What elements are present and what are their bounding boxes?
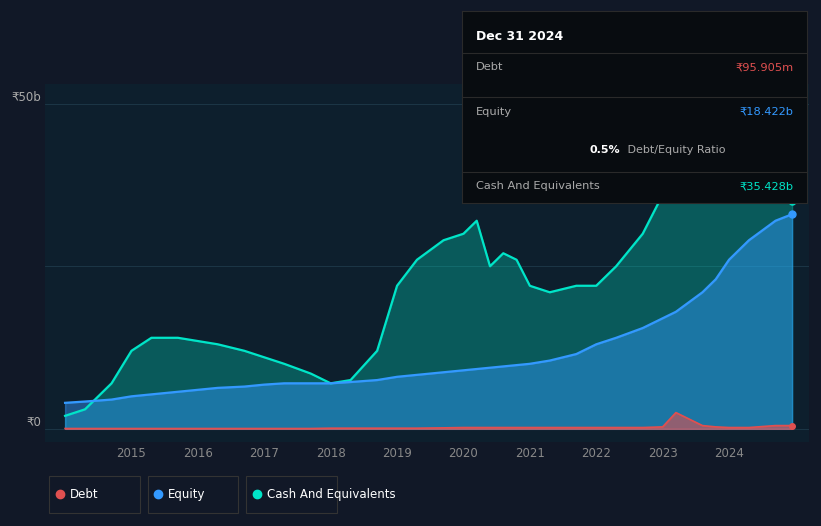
FancyBboxPatch shape [148,476,238,513]
Text: Debt/Equity Ratio: Debt/Equity Ratio [624,145,726,155]
FancyBboxPatch shape [246,476,337,513]
Text: Dec 31 2024: Dec 31 2024 [476,29,563,43]
Text: ₹0: ₹0 [26,416,41,429]
Text: Debt: Debt [70,488,99,501]
Text: Cash And Equivalents: Cash And Equivalents [267,488,396,501]
Text: Debt: Debt [476,63,503,73]
Text: Equity: Equity [476,106,512,117]
Text: Cash And Equivalents: Cash And Equivalents [476,181,600,191]
Text: ₹18.422b: ₹18.422b [739,106,793,117]
Text: ₹95.905m: ₹95.905m [735,63,793,73]
FancyBboxPatch shape [49,476,140,513]
Text: ₹35.428b: ₹35.428b [739,181,793,191]
Text: 0.5%: 0.5% [589,145,621,155]
Text: ₹50b: ₹50b [11,90,41,104]
Text: Equity: Equity [168,488,206,501]
